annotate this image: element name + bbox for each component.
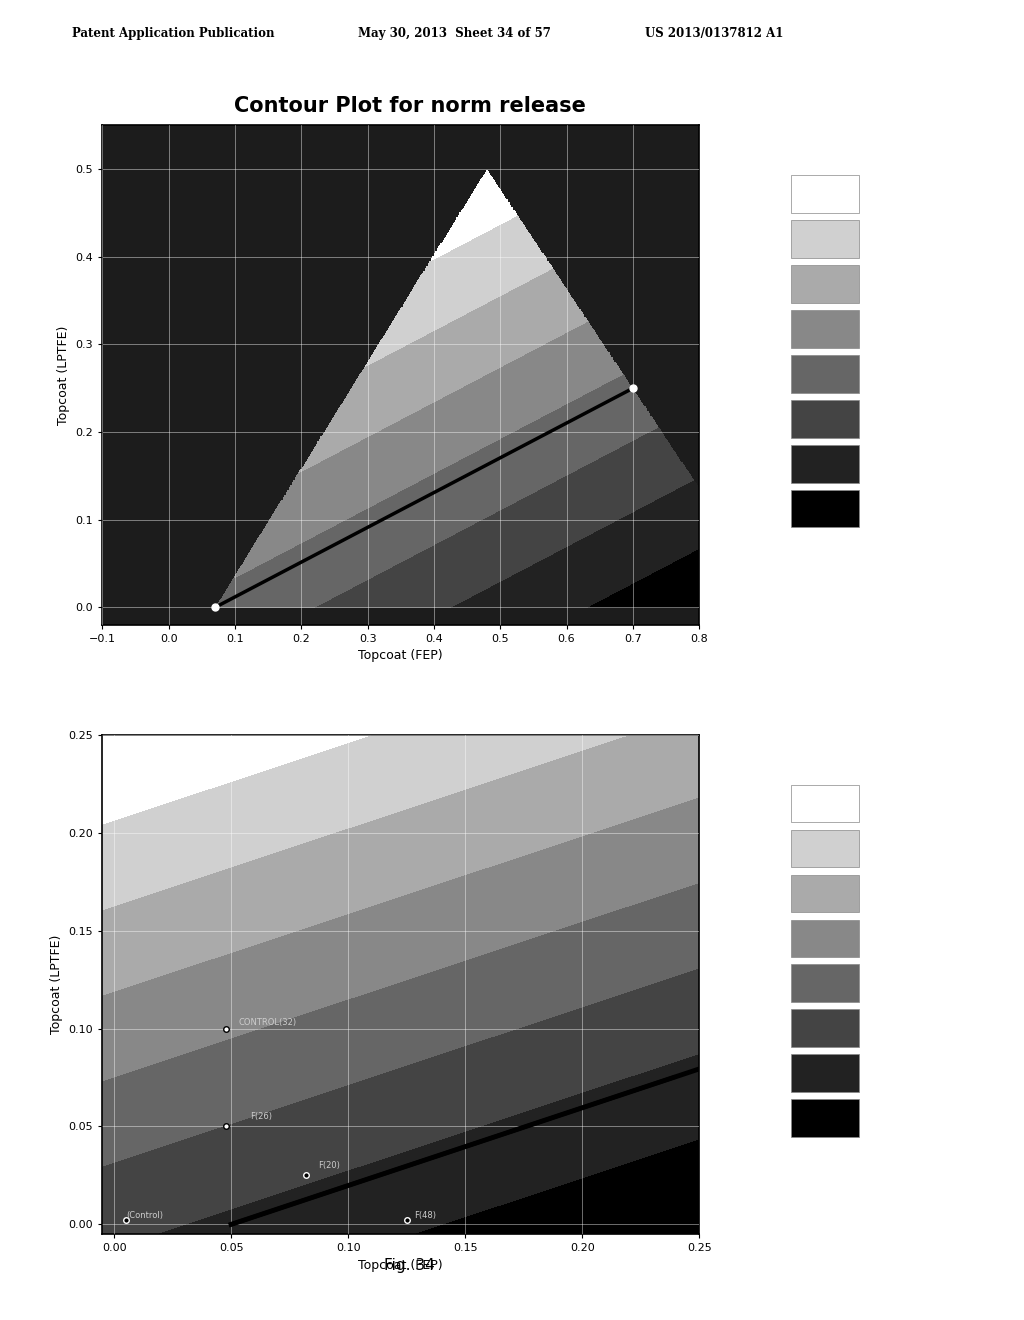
Text: <= 0.800: <= 0.800 [869,1023,920,1034]
Text: <= 0.750: <= 0.750 [869,978,920,989]
Bar [791,920,859,957]
Bar [791,220,859,257]
Text: Patent Application Publication: Patent Application Publication [72,26,274,40]
Bar [791,265,859,302]
Bar [791,965,859,1002]
Bar [791,355,859,392]
Text: <= 0.550: <= 0.550 [869,189,920,199]
Text: May 30, 2013  Sheet 34 of 57: May 30, 2013 Sheet 34 of 57 [358,26,551,40]
Text: <= 0.600: <= 0.600 [869,234,920,244]
Text: <= 0.700: <= 0.700 [869,933,920,944]
Text: <= 0.700: <= 0.700 [869,323,920,334]
Y-axis label: Topcoat (LPTFE): Topcoat (LPTFE) [57,326,70,425]
Text: norm release: norm release [791,750,864,760]
Bar [791,875,859,912]
Text: <= 0.550: <= 0.550 [869,799,920,808]
Text: <= 0.600: <= 0.600 [869,843,920,853]
Bar [791,1055,859,1092]
Text: <= 0.750: <= 0.750 [869,368,920,379]
Bar [791,445,859,483]
Bar [791,490,859,528]
X-axis label: Topcoat (FEP): Topcoat (FEP) [358,1259,443,1271]
Bar [791,1010,859,1047]
Text: F(20): F(20) [317,1160,340,1170]
Text: <= 0.850: <= 0.850 [869,1068,920,1078]
X-axis label: Topcoat (FEP): Topcoat (FEP) [358,649,443,663]
Bar [791,784,859,822]
Text: <= 0.650: <= 0.650 [869,888,920,899]
Text: > 0.850: > 0.850 [869,504,911,513]
Text: (Control): (Control) [126,1212,163,1221]
Text: Contour Plot for norm release: Contour Plot for norm release [233,96,586,116]
Text: <= 0.650: <= 0.650 [869,279,920,289]
Bar [791,176,859,213]
Text: <= 0.800: <= 0.800 [869,414,920,424]
Text: > 0.850: > 0.850 [869,1113,911,1123]
Bar [791,400,859,437]
Text: norm release: norm release [791,140,864,150]
Text: CONTROL(32): CONTROL(32) [239,1018,296,1027]
Bar [791,310,859,347]
Text: Fig. 34: Fig. 34 [384,1258,435,1272]
Y-axis label: Topcoat (LPTFE): Topcoat (LPTFE) [50,935,63,1034]
Bar [791,830,859,867]
Bar [791,1100,859,1137]
Text: US 2013/0137812 A1: US 2013/0137812 A1 [645,26,783,40]
Text: F(48): F(48) [414,1212,435,1221]
Text: F(26): F(26) [250,1111,271,1121]
Text: <= 0.850: <= 0.850 [869,459,920,469]
